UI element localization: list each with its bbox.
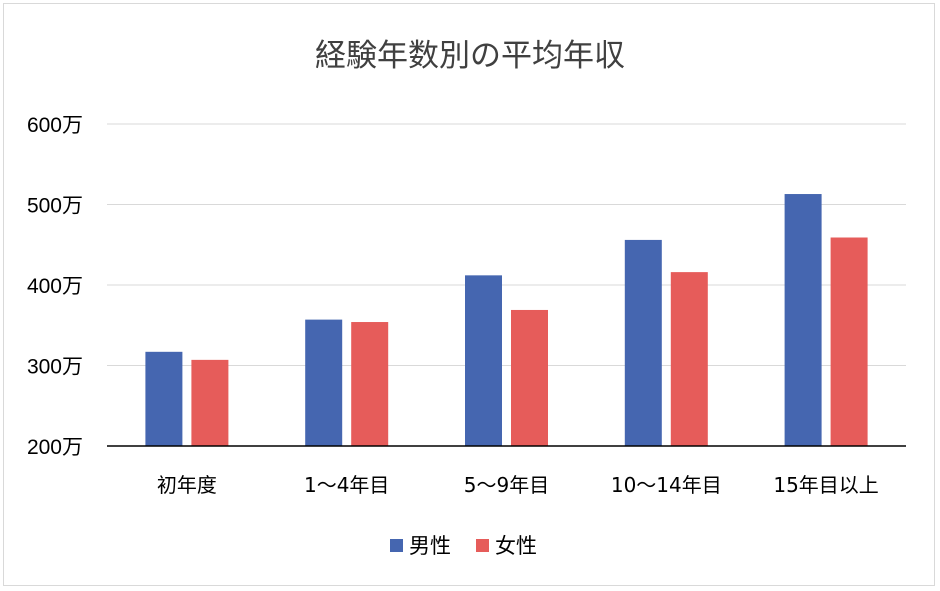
x-category-label: 15年目以上 bbox=[773, 473, 878, 497]
bar-male bbox=[784, 194, 822, 446]
bar-male bbox=[465, 275, 502, 446]
legend: 男性 女性 bbox=[390, 534, 537, 558]
x-category-label: 初年度 bbox=[157, 473, 217, 497]
bars bbox=[145, 194, 868, 446]
y-tick-label: 500万 bbox=[27, 195, 83, 218]
bar-male bbox=[305, 319, 343, 446]
legend-label: 女性 bbox=[495, 534, 537, 558]
y-tick-label: 200万 bbox=[27, 436, 83, 459]
bar-male bbox=[145, 351, 183, 446]
bar-female bbox=[191, 359, 229, 446]
x-category-label: 10〜14年目 bbox=[611, 473, 722, 497]
legend-swatch bbox=[476, 539, 489, 552]
x-axis-category-labels: 初年度 1〜4年目 5〜9年目 10〜14年目 15年目以上 bbox=[157, 473, 879, 497]
y-tick-label: 300万 bbox=[27, 356, 83, 379]
bar-female bbox=[830, 237, 868, 446]
bar-female bbox=[351, 322, 389, 446]
legend-label: 男性 bbox=[409, 534, 451, 558]
legend-swatch bbox=[390, 539, 403, 552]
bar-female bbox=[511, 309, 548, 446]
x-category-label: 5〜9年目 bbox=[464, 473, 549, 497]
bar-male bbox=[624, 239, 662, 446]
chart-title: 経験年数別の平均年収 bbox=[315, 38, 625, 74]
bar-female bbox=[670, 272, 708, 446]
y-tick-label: 400万 bbox=[27, 275, 83, 298]
y-tick-label: 600万 bbox=[27, 114, 83, 137]
x-category-label: 1〜4年目 bbox=[304, 473, 389, 497]
y-axis-tick-labels: 200万 300万 400万 500万 600万 bbox=[27, 114, 83, 459]
gridlines bbox=[107, 123, 906, 366]
